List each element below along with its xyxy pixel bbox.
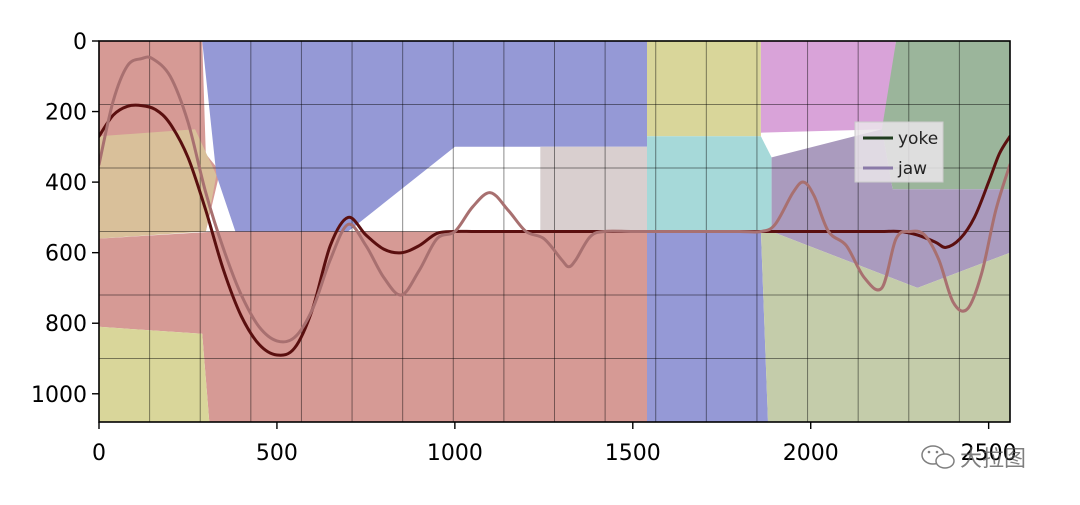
legend: yoke jaw: [854, 121, 944, 183]
x-tick-label-0: 0: [92, 441, 106, 466]
legend-box: [854, 121, 944, 183]
watermark-text: 大拉图: [960, 447, 1026, 472]
region-11: [771, 129, 1010, 288]
y-tick-label-400: 400: [45, 171, 87, 196]
legend-label-jaw: jaw: [897, 159, 927, 179]
legend-label-yoke: yoke: [898, 129, 938, 149]
x-axis: 0 500 1000 1500 2000 2500: [92, 422, 1017, 466]
region-2: [202, 41, 647, 292]
y-tick-label-200: 200: [45, 101, 87, 126]
region-12: [760, 231, 1010, 422]
region-7: [647, 136, 772, 232]
x-tick-label-1000: 1000: [427, 441, 483, 466]
x-tick-label-2500: 2500: [961, 441, 1017, 466]
y-tick-label-1000: 1000: [31, 383, 87, 408]
plot-frame: [98, 40, 1011, 423]
y-tick-label-600: 600: [45, 242, 87, 267]
region-5: [454, 146, 647, 232]
series-lines: [99, 55, 1010, 357]
region-4: [99, 326, 210, 422]
y-tick-label-0: 0: [73, 30, 87, 55]
y-tick-label-800: 800: [45, 312, 87, 337]
x-tick-label-1500: 1500: [605, 441, 661, 466]
region-9: [760, 41, 897, 133]
x-tick-label-2000: 2000: [783, 441, 839, 466]
y-axis: 0 200 400 600 800 1000: [31, 30, 99, 408]
x-tick-label-500: 500: [256, 441, 298, 466]
region-6: [647, 41, 761, 137]
series-line-yoke: [99, 103, 1010, 357]
region-8: [647, 231, 768, 422]
series-line-jaw: [99, 55, 1010, 344]
watermark: 大拉图: [921, 445, 1026, 472]
wechat-icon: [921, 445, 955, 469]
